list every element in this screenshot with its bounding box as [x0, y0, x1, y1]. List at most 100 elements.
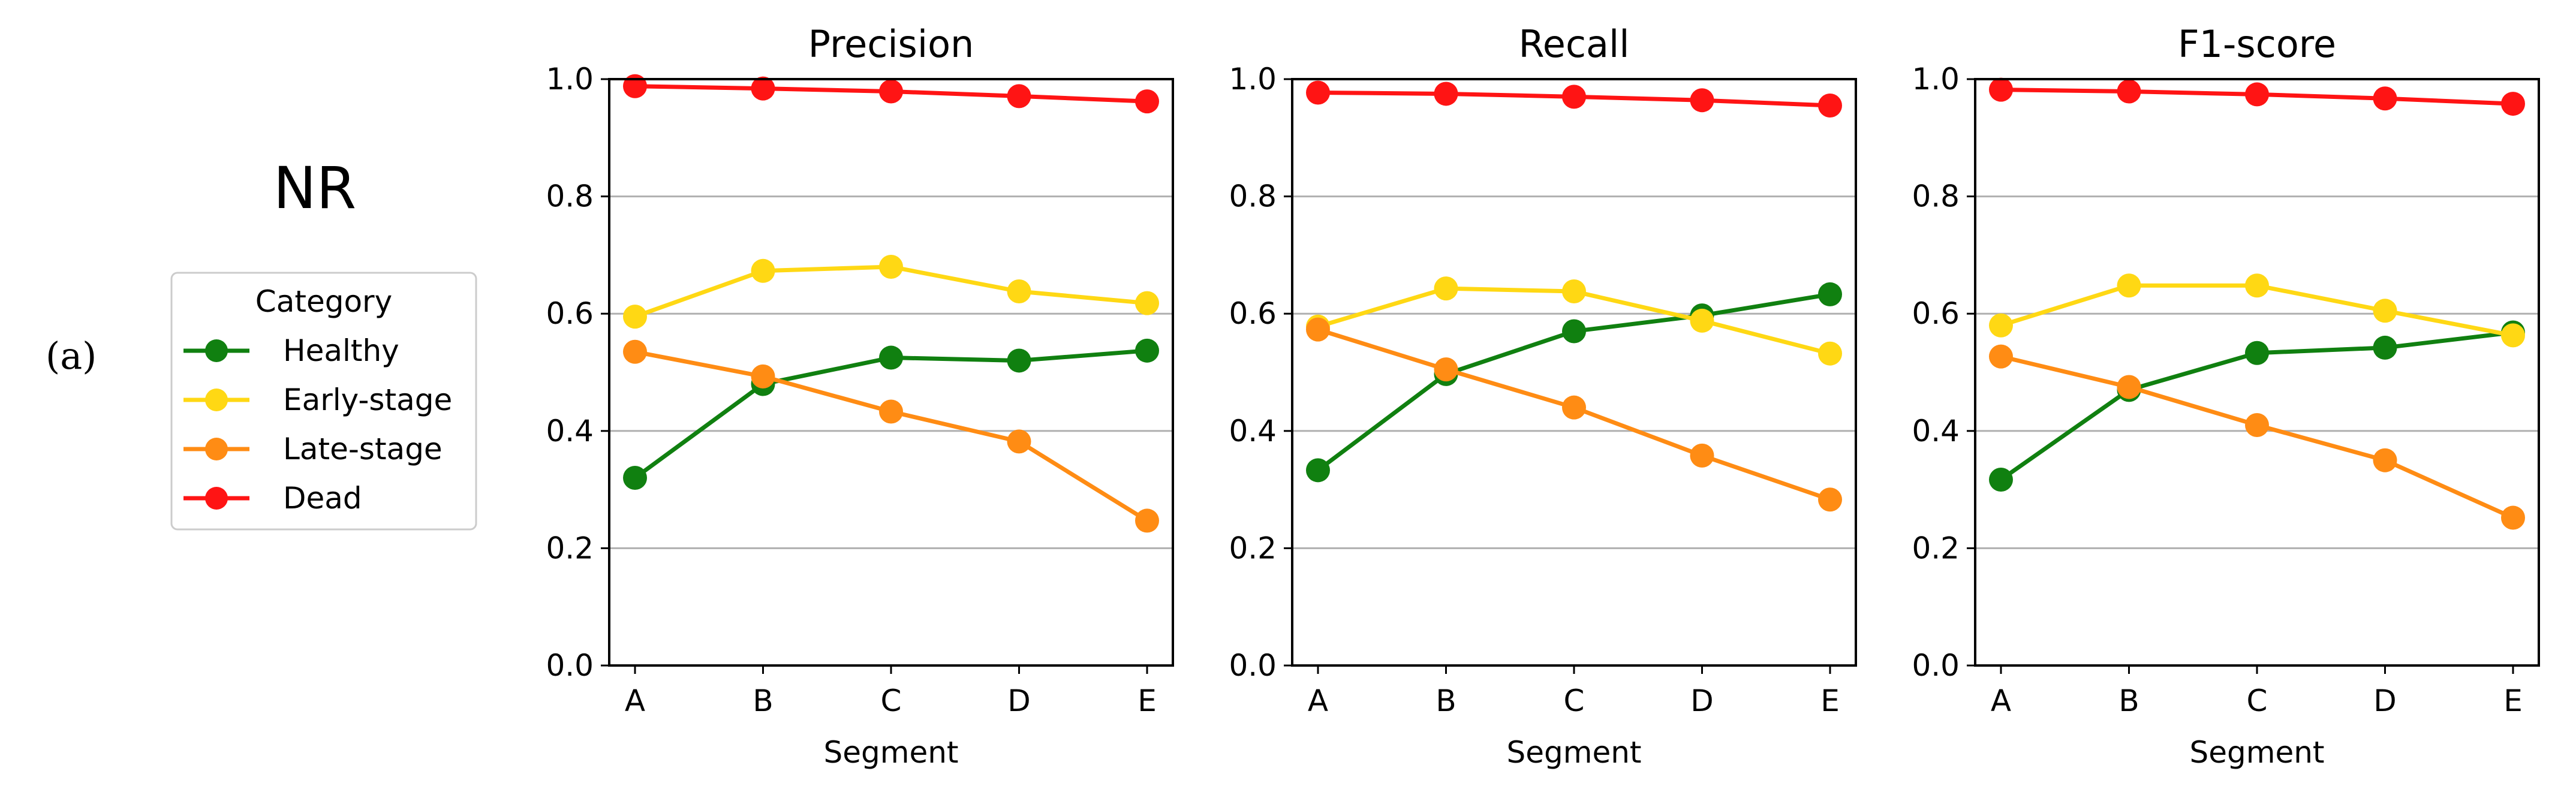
series-healthy [1306, 282, 1842, 483]
point-dead-e [1135, 89, 1159, 114]
series-early-stage [623, 254, 1159, 329]
x-tick-label-c: C [881, 683, 902, 718]
point-early-stage-a [1989, 313, 2013, 338]
series-dead [1989, 77, 2525, 116]
x-tick-label-b: B [753, 683, 773, 718]
series-line-late-stage [2000, 354, 2514, 520]
y-tick-label: 0.6 [1912, 296, 1960, 331]
x-tick-label-e: E [1820, 683, 1840, 718]
point-dead-b [1434, 82, 1458, 106]
point-early-stage-a [623, 305, 647, 329]
legend-marker-healthy [205, 339, 228, 362]
point-early-stage-d [1007, 279, 1031, 304]
legend-entry-healthy: Healthy [183, 333, 399, 368]
legend-entries: Healthy Early-stage Late-stage Dead [183, 333, 452, 516]
y-tick-label: 0.0 [1229, 648, 1277, 683]
legend-label-healthy: Healthy [283, 333, 399, 368]
point-late-stage-c [879, 399, 903, 424]
y-tick-label: 0.2 [546, 531, 594, 565]
y-tick-label: 0.6 [1229, 296, 1277, 331]
x-tick-label-b: B [2118, 683, 2139, 718]
point-early-stage-d [1690, 308, 1714, 333]
series-early-stage [1989, 273, 2525, 348]
point-dead-d [2373, 86, 2397, 111]
legend-label-dead: Dead [283, 481, 362, 516]
point-early-stage-e [2501, 323, 2525, 348]
point-healthy-c [879, 345, 903, 370]
point-late-stage-b [751, 364, 775, 389]
legend-marker-dead [205, 487, 228, 510]
point-dead-d [1690, 88, 1714, 113]
legend-label-early-stage: Early-stage [283, 383, 452, 417]
chart-title: Recall [1519, 22, 1630, 66]
x-tick-label-e: E [2503, 683, 2523, 718]
legend-entry-early-stage: Early-stage [183, 383, 452, 417]
point-healthy-c [1562, 319, 1586, 344]
x-axis-label: Segment [824, 735, 959, 770]
y-tick-label: 0.0 [546, 648, 594, 683]
series-dead [1306, 80, 1842, 118]
point-early-stage-b [2117, 273, 2141, 298]
point-healthy-e [1135, 338, 1159, 363]
point-dead-c [1562, 85, 1586, 109]
y-tick-label: 0.8 [546, 179, 594, 214]
y-tick-label: 0.8 [1229, 179, 1277, 214]
point-early-stage-e [1135, 291, 1159, 315]
point-dead-a [1306, 80, 1330, 105]
point-late-stage-b [1434, 357, 1458, 382]
legend-marker-early-stage [205, 389, 228, 411]
x-tick-label-e: E [1137, 683, 1157, 718]
x-tick-label-b: B [1436, 683, 1456, 718]
point-dead-e [2501, 92, 2525, 116]
plot-frame [1974, 78, 2540, 667]
legend-label-late-stage: Late-stage [283, 432, 443, 466]
y-tick-label: 0.6 [546, 296, 594, 331]
point-early-stage-c [2245, 273, 2269, 298]
point-dead-b [751, 76, 775, 101]
x-tick-label-d: D [1007, 683, 1031, 718]
point-dead-a [1989, 77, 2013, 102]
y-tick-label: 0.8 [1912, 179, 1960, 214]
legend-entry-dead: Dead [183, 481, 362, 516]
series-healthy [1989, 320, 2525, 492]
legend-marker-late-stage [205, 438, 228, 460]
x-tick-label-a: A [625, 683, 645, 718]
point-late-stage-d [1690, 443, 1714, 468]
series-late-stage [1989, 344, 2525, 530]
point-late-stage-e [1818, 487, 1842, 512]
y-tick-label: 1.0 [1229, 62, 1277, 97]
point-late-stage-d [1007, 429, 1031, 454]
y-tick-label: 1.0 [546, 62, 594, 97]
point-late-stage-a [1989, 344, 2013, 369]
x-tick-label-a: A [1308, 683, 1328, 718]
chart-title: F1-score [2178, 22, 2336, 66]
point-late-stage-a [623, 339, 647, 364]
point-dead-b [2117, 79, 2141, 104]
point-early-stage-c [1562, 279, 1586, 304]
point-early-stage-c [879, 254, 903, 279]
y-tick-label: 0.0 [1912, 648, 1960, 683]
point-dead-c [2245, 82, 2269, 107]
point-dead-a [623, 74, 647, 98]
point-healthy-a [623, 466, 647, 490]
y-tick-label: 0.4 [1229, 414, 1277, 448]
legend-frame [170, 272, 477, 531]
recall-chart: Recall 0.0 0.2 0.4 0.6 0.8 1.0 A B C D E Segment [1229, 22, 1857, 770]
plot-frame [608, 78, 1174, 667]
point-late-stage-b [2117, 375, 2141, 399]
x-tick-label-c: C [1564, 683, 1585, 718]
series-late-stage [623, 339, 1159, 533]
x-tick-label-d: D [1690, 683, 1714, 718]
point-late-stage-c [1562, 395, 1586, 420]
x-tick-label-d: D [2373, 683, 2397, 718]
legend-title: Category [255, 284, 392, 319]
point-healthy-d [2373, 335, 2397, 360]
point-healthy-a [1306, 458, 1330, 483]
point-dead-c [879, 79, 903, 104]
point-dead-d [1007, 84, 1031, 109]
x-tick-label-c: C [2247, 683, 2268, 718]
panel-label: (a) [46, 334, 97, 378]
series-line-late-stage [634, 350, 1148, 523]
point-healthy-c [2245, 341, 2269, 365]
